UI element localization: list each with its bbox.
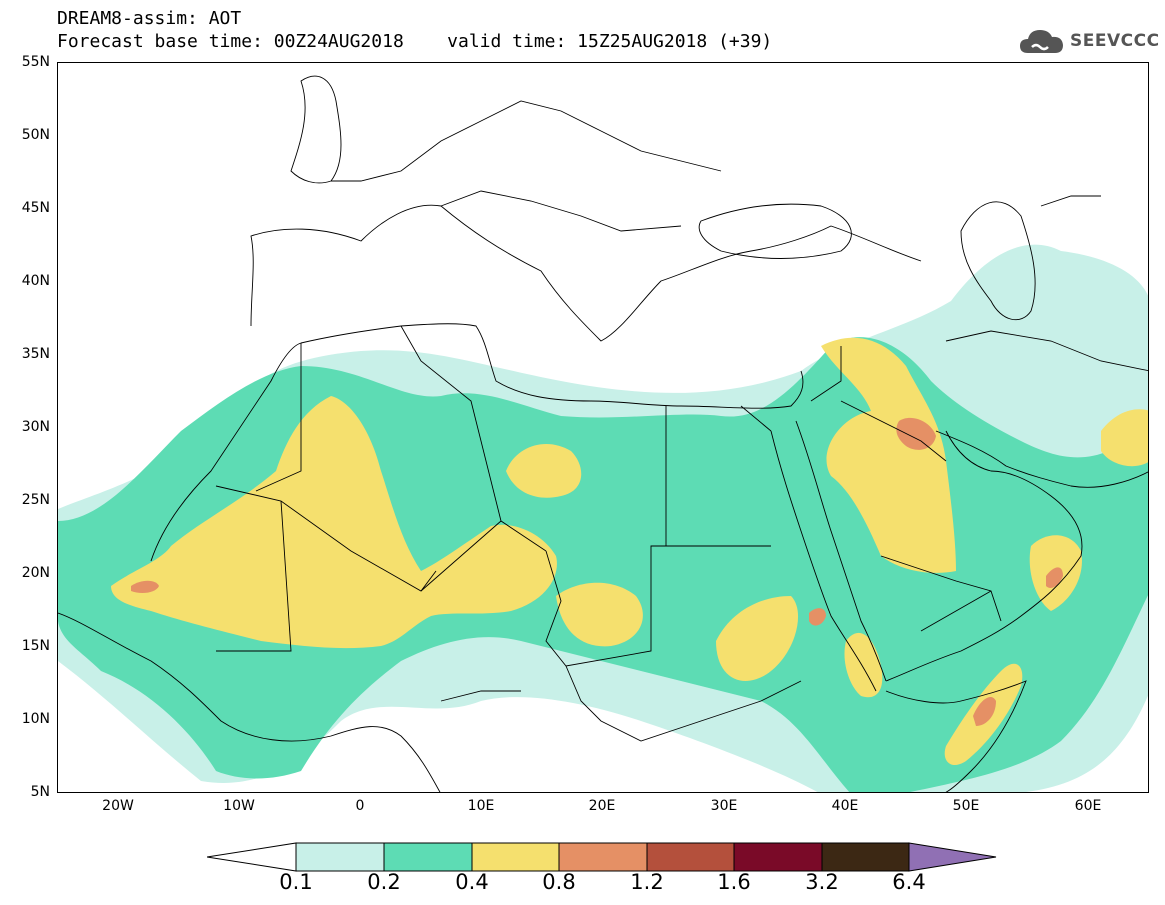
colorbar-bin-1.6-3.2 [733,842,823,872]
aot-contour-0.4-yemen [844,632,883,698]
colorbar-label: 0.1 [279,870,313,894]
aot-contour-0.4-arabia [821,337,956,573]
colorbar-label: 3.2 [805,870,839,894]
lat-label-20n: 20N [21,565,50,581]
lat-label-15n: 15N [21,638,50,654]
aot-contour-0.4-libya [506,443,582,498]
border-saudi [810,346,1002,632]
colorbar-label: 1.6 [717,870,751,894]
coastline-caspian [960,201,1036,321]
border-algeria [255,325,547,592]
colorbar-bin-1.2-1.6 [646,842,735,872]
coastline-europe [250,204,922,342]
logo-text: SEEVCCC [1070,31,1160,51]
coastline-red-sea-west [770,430,877,692]
map-plot-area[interactable] [57,62,1149,793]
coastline-black-sea [698,203,852,259]
lon-label-50e: 50E [952,798,980,814]
border-central-africa [440,665,802,742]
lat-label-5n: 5N [30,784,50,800]
aot-field [58,244,1148,792]
colorbar-bin-3.2-6.4 [821,842,910,872]
lon-label-30e: 30E [710,798,738,814]
colorbar-label: 0.2 [367,870,401,894]
lon-label-20e: 20E [588,798,616,814]
coastline-morocco [150,342,302,562]
border-egypt-sudan [666,405,772,547]
colorbar-label: 1.2 [630,870,664,894]
border-niger-chad [545,406,667,667]
lon-label-60e: 60E [1074,798,1102,814]
colorbar [207,842,997,872]
coastlines-borders [58,75,1148,792]
lat-label-25n: 25N [21,492,50,508]
coastline-horn-africa [885,680,1027,792]
map-title: DREAM8-assim: AOT [57,8,242,29]
border-iran [945,195,1148,372]
lat-label-30n: 30N [21,419,50,435]
lat-label-55n: 55N [21,54,50,70]
aot-contour-0.8-eritrea [809,608,826,626]
aot-contour-0.8-mauritania [131,580,159,594]
seevccc-logo: SEEVCCC [1018,24,1160,58]
colorbar-above-arrow [908,842,997,872]
aot-contour-0.8-iraq [896,417,936,450]
lat-label-35n: 35N [21,346,50,362]
aot-contour-0.8-oman [1046,567,1063,588]
lat-label-50n: 50N [21,127,50,143]
cloud-icon [1020,30,1063,53]
border-mali [215,485,437,652]
colorbar-bin-0.1-0.2 [295,842,385,872]
lon-label-40e: 40E [831,798,859,814]
aot-contour-0.4-chad [556,582,643,647]
lon-label-10w: 10W [223,798,255,814]
colorbar-bin-0.4-0.8 [471,842,560,872]
colorbar-below-arrow [207,842,297,872]
aot-contour-0.4-iran [1101,409,1148,467]
colorbar-label: 0.4 [455,870,489,894]
coastline-arabia-south [885,430,1083,682]
base-time-label: Forecast base time: 00Z24AUG2018 [57,31,404,52]
time-info: Forecast base time: 00Z24AUG2018 valid t… [57,32,772,52]
colorbar-label: 0.8 [542,870,576,894]
colorbar-label: 6.4 [892,870,926,894]
coastline-red-sea-east [795,420,887,682]
colorbar-bin-0.8-1.2 [558,842,648,872]
colorbar-bin-0.2-0.4 [383,842,473,872]
border-europe [331,100,722,232]
coastline-uk [290,75,342,184]
lon-label-20w: 20W [102,798,134,814]
lat-label-45n: 45N [21,200,50,216]
lat-label-10n: 10N [21,711,50,727]
aot-contour-0.4-sudan [716,596,799,681]
aot-contour-0.4-west [111,396,557,649]
coastline-persian-gulf [935,430,1148,488]
valid-time-label: valid time: 15Z25AUG2018 (+39) [447,31,773,52]
lat-label-40n: 40N [21,273,50,289]
aot-map [58,75,1148,792]
lon-label-10e: 10E [467,798,495,814]
coastline-west-africa [58,612,441,792]
aot-contour-0.8-somalia [973,696,996,726]
lon-label-0: 0 [355,798,365,814]
